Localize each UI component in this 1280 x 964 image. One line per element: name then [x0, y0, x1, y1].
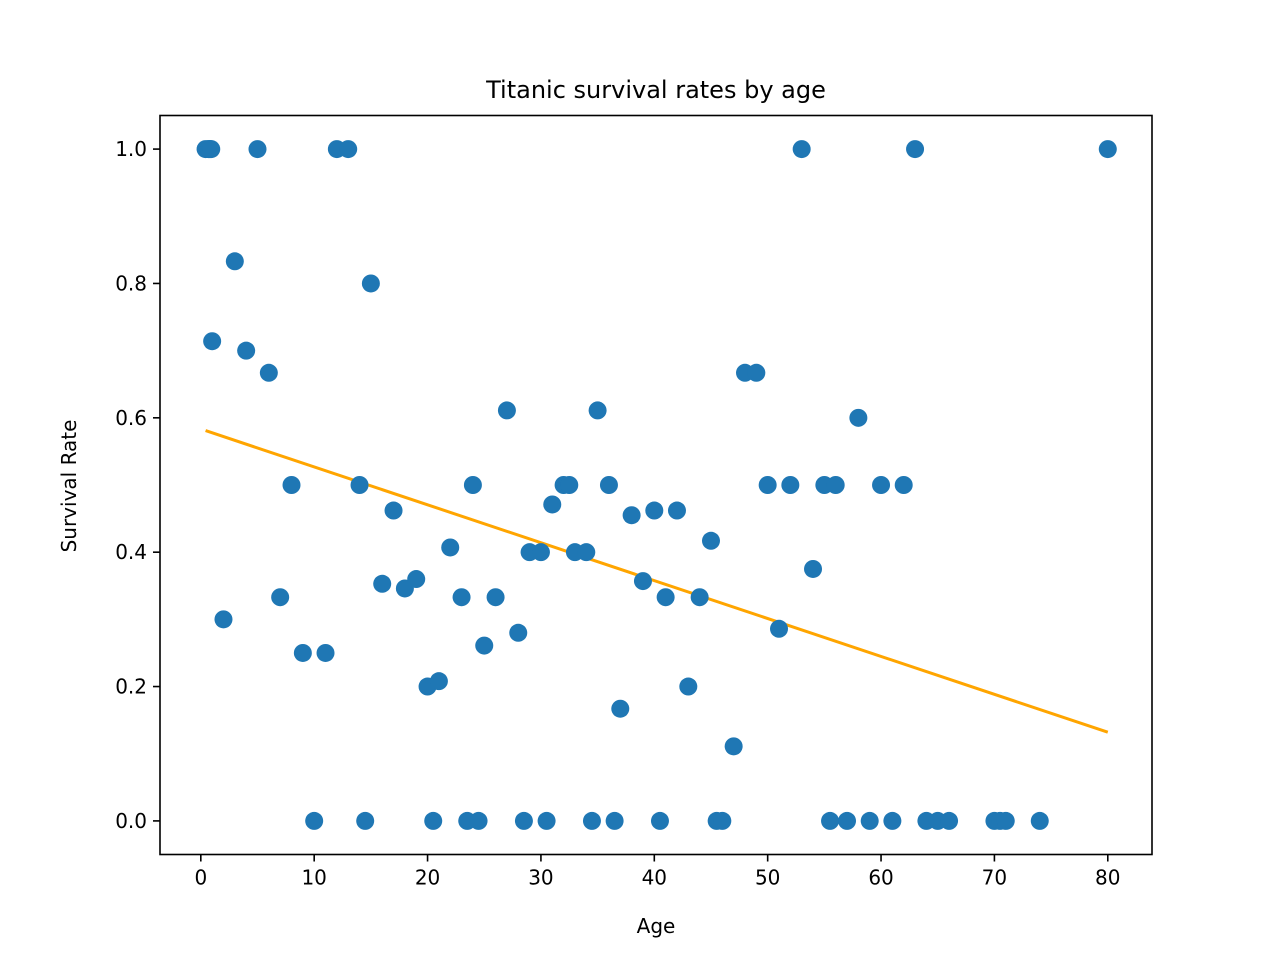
y-tick-label: 0.4 — [115, 540, 147, 564]
data-point — [202, 140, 220, 158]
x-tick-label: 0 — [194, 866, 207, 890]
data-point — [543, 495, 561, 513]
data-point — [702, 532, 720, 550]
data-point — [577, 543, 595, 561]
data-point — [713, 812, 731, 830]
data-point — [691, 588, 709, 606]
y-tick-label: 0.8 — [115, 271, 147, 295]
data-point — [770, 620, 788, 638]
chart-title: Titanic survival rates by age — [485, 76, 826, 104]
x-tick-label: 50 — [755, 866, 780, 890]
data-point — [560, 476, 578, 494]
data-point — [1031, 812, 1049, 830]
data-point — [248, 140, 266, 158]
y-tick-label: 0.2 — [115, 675, 147, 699]
data-point — [283, 476, 301, 494]
data-point — [804, 560, 822, 578]
data-point — [821, 812, 839, 830]
data-point — [407, 570, 425, 588]
data-point — [895, 476, 913, 494]
data-point — [634, 572, 652, 590]
y-tick-label: 1.0 — [115, 137, 147, 161]
data-point — [793, 140, 811, 158]
data-point — [861, 812, 879, 830]
data-point — [356, 812, 374, 830]
data-point — [747, 364, 765, 382]
data-point — [339, 140, 357, 158]
data-point — [214, 610, 232, 628]
y-axis-label: Survival Rate — [57, 420, 81, 553]
data-point — [453, 588, 471, 606]
data-point — [271, 588, 289, 606]
data-point — [679, 678, 697, 696]
data-point — [203, 332, 221, 350]
data-point — [424, 812, 442, 830]
x-tick-label: 60 — [868, 866, 893, 890]
data-point — [317, 644, 335, 662]
data-point — [532, 543, 550, 561]
x-tick-label: 70 — [982, 866, 1007, 890]
data-point — [583, 812, 601, 830]
x-tick-label: 40 — [642, 866, 667, 890]
data-point — [906, 140, 924, 158]
data-point — [883, 812, 901, 830]
data-point — [940, 812, 958, 830]
y-tick-label: 0.0 — [115, 809, 147, 833]
data-point — [515, 812, 533, 830]
data-point — [589, 401, 607, 419]
data-point — [385, 502, 403, 520]
x-tick-label: 10 — [301, 866, 326, 890]
data-point — [651, 812, 669, 830]
data-point — [759, 476, 777, 494]
data-point — [838, 812, 856, 830]
data-point — [781, 476, 799, 494]
x-tick-label: 80 — [1095, 866, 1120, 890]
data-point — [538, 812, 556, 830]
data-point — [237, 342, 255, 360]
data-point — [430, 672, 448, 690]
x-tick-label: 30 — [528, 866, 553, 890]
data-point — [305, 812, 323, 830]
data-point — [351, 476, 369, 494]
data-point — [623, 506, 641, 524]
data-point — [872, 476, 890, 494]
data-point — [487, 588, 505, 606]
y-tick-label: 0.6 — [115, 406, 147, 430]
data-point — [294, 644, 312, 662]
data-point — [362, 274, 380, 292]
data-point — [725, 737, 743, 755]
data-point — [997, 812, 1015, 830]
data-point — [498, 401, 516, 419]
data-point — [226, 252, 244, 270]
data-point — [1099, 140, 1117, 158]
data-point — [668, 502, 686, 520]
data-point — [611, 700, 629, 718]
data-point — [657, 588, 675, 606]
data-point — [373, 575, 391, 593]
data-point — [606, 812, 624, 830]
data-point — [827, 476, 845, 494]
data-point — [260, 364, 278, 382]
data-point — [475, 637, 493, 655]
data-point — [600, 476, 618, 494]
data-point — [441, 538, 459, 556]
data-point — [464, 476, 482, 494]
data-point — [509, 624, 527, 642]
x-axis-label: Age — [637, 914, 676, 938]
data-point — [470, 812, 488, 830]
x-tick-label: 20 — [415, 866, 440, 890]
data-point — [645, 502, 663, 520]
data-point — [849, 409, 867, 427]
